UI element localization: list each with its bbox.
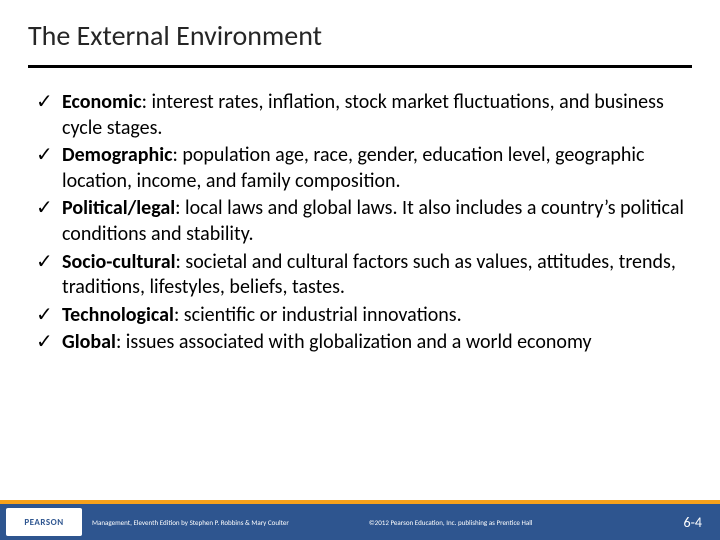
body-area: ✓ Economic: interest rates, inflation, s…	[0, 68, 720, 356]
bullet-term: Economic	[62, 90, 142, 114]
footer-copyright: ©2012 Pearson Education, Inc. publishing…	[369, 518, 533, 527]
list-item: ✓ Political/legal: local laws and global…	[36, 196, 684, 247]
list-item: ✓ Technological: scientific or industria…	[36, 303, 684, 329]
slide: The External Environment ✓ Economic: int…	[0, 0, 720, 540]
page-number: 6-4	[684, 514, 702, 531]
bullet-term: Technological	[62, 303, 174, 327]
bullet-term: Global	[62, 330, 116, 354]
bullet-desc: : issues associated with globalization a…	[116, 330, 592, 354]
checkmark-icon: ✓	[36, 250, 53, 276]
footer-main-bar: PEARSON Management, Eleventh Edition by …	[0, 504, 720, 540]
pearson-logo: PEARSON	[6, 508, 82, 536]
checkmark-icon: ✓	[36, 90, 53, 116]
title-area: The External Environment	[0, 0, 720, 59]
bullet-term: Political/legal	[62, 196, 175, 220]
bullet-list: ✓ Economic: interest rates, inflation, s…	[36, 90, 684, 356]
list-item: ✓ Economic: interest rates, inflation, s…	[36, 90, 684, 141]
checkmark-icon: ✓	[36, 196, 53, 222]
bullet-term: Demographic	[62, 143, 172, 167]
page-title: The External Environment	[28, 18, 692, 53]
bullet-term: Socio-cultural	[62, 250, 176, 274]
footer-book-credit: Management, Eleventh Edition by Stephen …	[92, 518, 289, 527]
list-item: ✓ Socio-cultural: societal and cultural …	[36, 250, 684, 301]
list-item: ✓ Demographic: population age, race, gen…	[36, 143, 684, 194]
bullet-desc: : scientific or industrial innovations.	[174, 303, 462, 327]
checkmark-icon: ✓	[36, 143, 53, 169]
bullet-desc: : interest rates, inflation, stock marke…	[62, 90, 664, 140]
logo-text: PEARSON	[24, 517, 63, 528]
checkmark-icon: ✓	[36, 330, 53, 356]
footer: PEARSON Management, Eleventh Edition by …	[0, 500, 720, 540]
checkmark-icon: ✓	[36, 303, 53, 329]
list-item: ✓ Global: issues associated with globali…	[36, 330, 684, 356]
